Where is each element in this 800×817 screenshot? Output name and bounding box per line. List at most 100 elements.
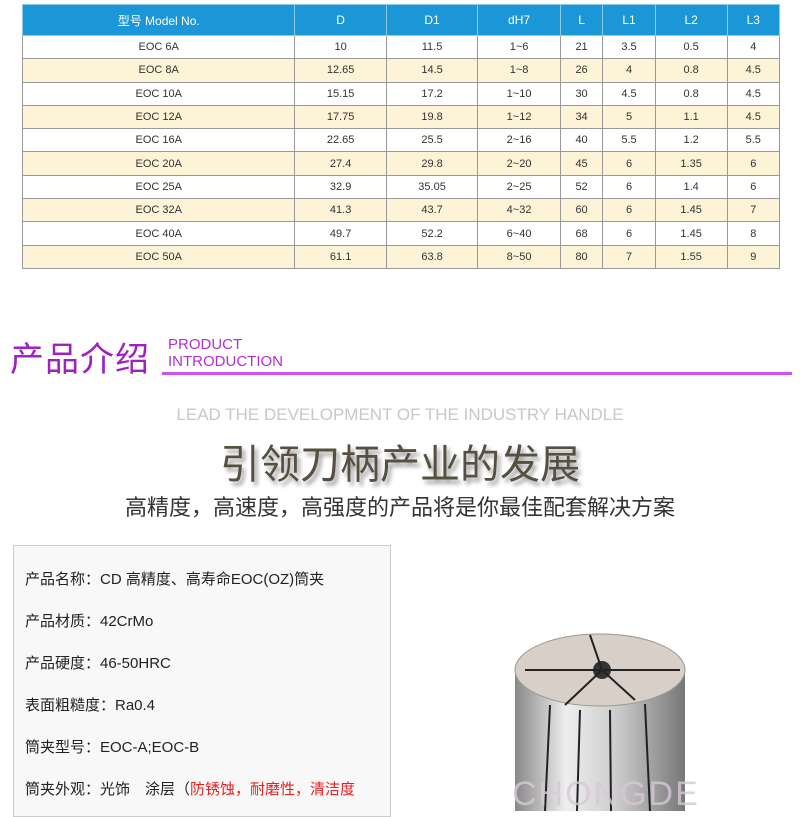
table-cell: 22.65 (294, 128, 387, 153)
table-cell: 6 (602, 174, 656, 200)
table-cell: 1.35 (654, 151, 728, 176)
table-cell: 27.4 (294, 151, 387, 176)
table-cell: 15.15 (294, 81, 387, 106)
table-cell: 7 (726, 198, 781, 223)
table-cell: EOC 12A (21, 104, 296, 130)
table-cell: 10 (294, 34, 387, 60)
table-cell: 4.5 (726, 81, 781, 106)
table-cell: 6 (602, 221, 656, 246)
column-header: dH7 (477, 4, 561, 36)
table-cell: EOC 20A (21, 151, 296, 176)
column-header: L3 (726, 4, 781, 36)
table-cell: 45 (559, 151, 604, 176)
table-cell: 6~40 (477, 221, 561, 246)
info-roughness: 表面粗糙度：Ra0.4 (25, 697, 156, 714)
table-row: EOC 10A 15.15 17.2 1~10 30 4.5 0.8 4.5 (21, 81, 781, 106)
table-cell: EOC 6A (21, 34, 296, 60)
table-header-row: 型号 Model No. D D1 dH7 L L1 L2 L3 (21, 4, 781, 36)
table-cell: EOC 32A (21, 198, 296, 223)
table-row: EOC 20A 27.4 29.8 2~20 45 6 1.35 6 (21, 151, 781, 176)
table-cell: 26 (559, 58, 604, 83)
table-cell: 6 (726, 174, 781, 200)
table-cell: 32.9 (294, 174, 387, 200)
table-cell: 49.7 (294, 221, 387, 246)
section-title-en-2: INTRODUCTION (168, 353, 283, 370)
table-cell: 6 (602, 198, 656, 223)
table-cell: 6 (726, 151, 781, 176)
table-cell: 4~32 (477, 198, 561, 223)
table-row: EOC 12A 17.75 19.8 1~12 34 5 1.1 4.5 (21, 104, 781, 130)
table-cell: EOC 50A (21, 244, 296, 269)
table-cell: 1.45 (654, 221, 728, 246)
table-cell: 1.4 (654, 174, 728, 200)
table-cell: 17.2 (385, 81, 479, 106)
table-row: EOC 40A 49.7 52.2 6~40 68 6 1.45 8 (21, 221, 781, 246)
section-title-en-1: PRODUCT (168, 336, 243, 353)
column-header: L2 (654, 4, 728, 36)
table-cell: 21 (559, 34, 604, 60)
table-cell: EOC 40A (21, 221, 296, 246)
table-cell: 8~50 (477, 244, 561, 269)
table-cell: 12.65 (294, 58, 387, 83)
info-appearance-label: 筒夹外观：光饰 涂层（ (25, 781, 191, 798)
section-title-en: PRODUCT INTRODUCTION (168, 336, 283, 370)
table-cell: 34 (559, 104, 604, 130)
table-cell: 41.3 (294, 198, 387, 223)
info-appearance: 筒夹外观：光饰 涂层（防锈蚀，耐磨性，清洁度 (25, 778, 355, 799)
table-row: EOC 16A 22.65 25.5 2~16 40 5.5 1.2 5.5 (21, 128, 781, 153)
section-title-cn: 产品介绍 (10, 340, 150, 380)
table-cell: 19.8 (385, 104, 479, 130)
table-cell: 80 (559, 244, 604, 269)
column-header: D1 (385, 4, 479, 36)
table-cell: 2~20 (477, 151, 561, 176)
table-cell: 1.1 (654, 104, 728, 130)
table-cell: 4.5 (602, 81, 656, 106)
table-cell: 3.5 (602, 34, 656, 60)
slogan: 引领刀柄产业的发展 (220, 442, 580, 488)
table-cell: 25.5 (385, 128, 479, 153)
table-cell: 35.05 (385, 174, 479, 200)
table-cell: 1.45 (654, 198, 728, 223)
table-cell: 52.2 (385, 221, 479, 246)
table-cell: 1~12 (477, 104, 561, 130)
product-info-panel: 产品名称：CD 高精度、高寿命EOC(OZ)筒夹 产品材质：42CrMo 产品硬… (13, 545, 391, 817)
column-header: D (294, 4, 387, 36)
table-cell: 4 (726, 34, 781, 60)
table-cell: 61.1 (294, 244, 387, 269)
table-cell: EOC 16A (21, 128, 296, 153)
table-cell: EOC 25A (21, 174, 296, 200)
table-cell: 63.8 (385, 244, 479, 269)
info-name: 产品名称：CD 高精度、高寿命EOC(OZ)筒夹 (25, 571, 325, 588)
table-cell: 8 (726, 221, 781, 246)
column-header: 型号 Model No. (21, 4, 296, 36)
table-cell: 0.5 (654, 34, 728, 60)
table-cell: 7 (602, 244, 656, 269)
info-appearance-features: 防锈蚀，耐磨性，清洁度 (190, 781, 356, 798)
info-hardness: 产品硬度：46-50HRC (25, 655, 171, 672)
table-cell: 9 (726, 244, 781, 269)
table-cell: 1.55 (654, 244, 728, 269)
info-model: 筒夹型号：EOC-A;EOC-B (25, 739, 200, 756)
table-cell: 5.5 (602, 128, 656, 153)
table-cell: 4.5 (726, 58, 781, 83)
table-row: EOC 25A 32.9 35.05 2~25 52 6 1.4 6 (21, 174, 781, 200)
section-divider (162, 372, 792, 375)
table-cell: 52 (559, 174, 604, 200)
table-cell: 2~25 (477, 174, 561, 200)
table-cell: 14.5 (385, 58, 479, 83)
table-cell: 0.8 (654, 81, 728, 106)
watermark-logo: CHONGDE (512, 775, 700, 813)
collet-image (514, 633, 686, 811)
table-row: EOC 6A 10 11.5 1~6 21 3.5 0.5 4 (21, 34, 781, 60)
table-cell: 43.7 (385, 198, 479, 223)
table-cell: 1~6 (477, 34, 561, 60)
table-cell: 4 (602, 58, 656, 83)
lead-text: LEAD THE DEVELOPMENT OF THE INDUSTRY HAN… (176, 405, 624, 424)
spec-table: 型号 Model No. D D1 dH7 L L1 L2 L3 EOC 6A 10 11.5 1~… (21, 4, 781, 269)
table-cell: 5 (602, 104, 656, 130)
subtitle: 高精度，高速度，高强度的产品将是你最佳配套解决方案 (124, 496, 675, 521)
table-cell: 68 (559, 221, 604, 246)
table-row: EOC 50A 61.1 63.8 8~50 80 7 1.55 9 (21, 244, 781, 269)
table-cell: 60 (559, 198, 604, 223)
table-cell: 17.75 (294, 104, 387, 130)
